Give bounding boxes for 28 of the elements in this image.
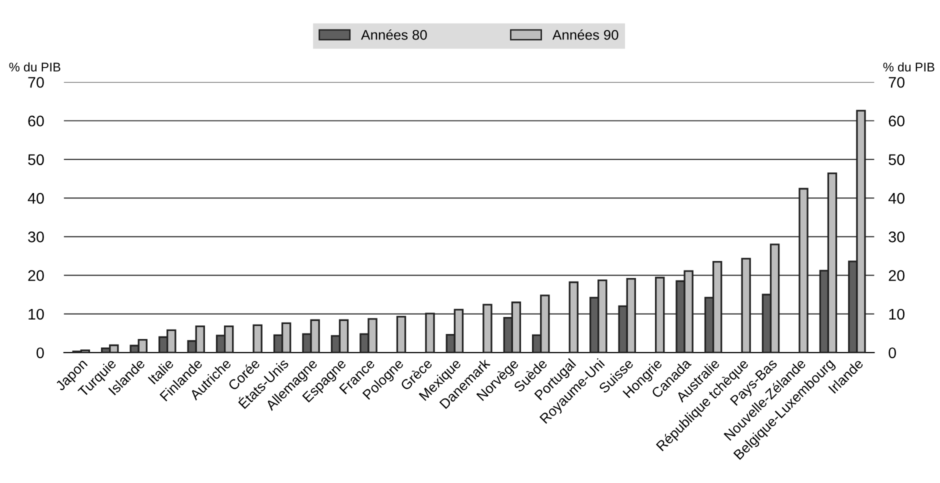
- bar: [252, 324, 262, 353]
- bar: [425, 312, 435, 353]
- y-tick-label: 20: [28, 270, 44, 281]
- bar: [396, 316, 406, 353]
- y2-tick-label: 60: [888, 116, 904, 126]
- bar: [654, 276, 665, 353]
- y-tick-label: 40: [28, 192, 44, 204]
- y2-tick-label: 0: [888, 347, 896, 358]
- y-tick-label: 10: [28, 308, 44, 320]
- y2-axis-title: % du PIB: [883, 62, 934, 72]
- y-tick-label: 70: [28, 76, 44, 88]
- y-tick-label: 0: [36, 347, 44, 358]
- y2-tick-label: 20: [888, 270, 904, 281]
- legend-label: Années 80: [361, 29, 427, 40]
- y-tick-label: 60: [28, 116, 44, 126]
- legend-label: Années 90: [552, 29, 618, 40]
- y2-tick-label: 50: [888, 154, 904, 166]
- y2-tick-label: 40: [888, 192, 904, 204]
- bar: [798, 188, 808, 353]
- y2-tick-label: 10: [889, 308, 904, 320]
- y-tick-label: 50: [28, 154, 44, 166]
- y-axis-title: % du PIB: [9, 62, 60, 72]
- y2-tick-label: 70: [888, 76, 904, 88]
- bar: [482, 304, 492, 353]
- y-tick-label: 30: [28, 232, 44, 242]
- bar: [568, 281, 579, 353]
- y2-tick-label: 30: [888, 232, 904, 242]
- bar: [741, 258, 751, 353]
